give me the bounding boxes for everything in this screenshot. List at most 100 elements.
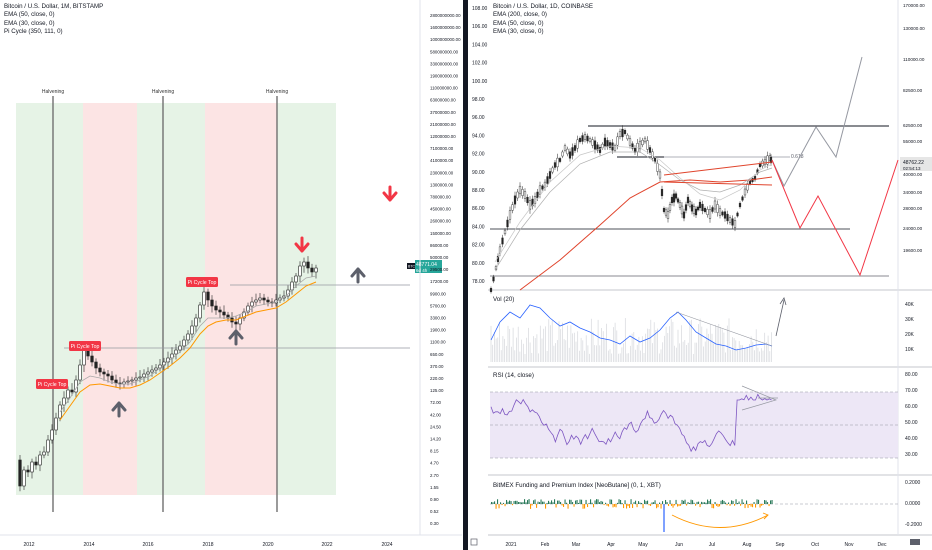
funding-bar	[767, 502, 769, 504]
y-tick-label: 9900.00	[430, 291, 446, 296]
funding-bar	[645, 501, 647, 504]
funding-bar	[738, 501, 740, 504]
y-tick-label: 86000.00	[430, 243, 449, 248]
pi-cycle-top-label	[186, 277, 218, 287]
funding-bar	[597, 499, 599, 504]
funding-bar	[714, 502, 716, 504]
funding-bar	[635, 500, 637, 504]
candle-body	[628, 138, 632, 146]
candle-body	[533, 196, 537, 204]
left-legend-symbol[interactable]: Bitcoin / U.S. Dollar, 1M, BITSTAMP	[4, 3, 104, 10]
funding-bar	[648, 504, 650, 506]
candle-body	[716, 204, 719, 213]
candle-body	[701, 203, 704, 212]
funding-bar	[605, 502, 607, 504]
candle-body	[741, 196, 744, 201]
y-tick-label: 0.30	[430, 521, 439, 526]
candle-body	[250, 301, 254, 307]
candle-body	[154, 367, 158, 371]
x-tick-label: Nov	[845, 542, 854, 548]
funding-bar	[497, 499, 499, 504]
funding-bar	[753, 502, 755, 504]
candle-body	[674, 193, 678, 199]
left-legend-ema50[interactable]: EMA (50, close, 0)	[4, 11, 55, 19]
ema-30-line	[59, 275, 317, 413]
funding-bar	[764, 500, 766, 504]
candle-body	[694, 208, 698, 216]
candle-body	[643, 137, 647, 143]
candle-body	[753, 175, 757, 181]
funding-bar	[567, 504, 569, 509]
candle-body	[242, 311, 246, 319]
funding-bar	[711, 504, 713, 509]
candle-body	[678, 202, 682, 208]
funding-bar	[510, 501, 512, 504]
funding-bar	[491, 501, 493, 504]
candle-body	[198, 304, 202, 319]
pi-cycle-top-text: Pi Cycle Top	[38, 382, 67, 388]
funding-pane-title[interactable]: BitMEX Funding and Premium Index [NeoBut…	[493, 482, 661, 489]
funding-bar	[668, 504, 670, 507]
y-tick-label: 14.20	[430, 437, 442, 442]
candle-body	[50, 429, 54, 441]
volume-trend-line	[675, 311, 773, 347]
x-tick-label: Mar	[572, 542, 581, 548]
gear-icon[interactable]	[910, 539, 920, 545]
scroll-icon[interactable]	[470, 538, 478, 546]
candle-body	[763, 158, 767, 166]
funding-bar	[522, 502, 524, 504]
candle-body	[573, 145, 577, 151]
candle-body	[66, 389, 70, 399]
funding-bar	[744, 504, 746, 509]
y-tick-label: 29500.00	[430, 267, 449, 272]
funding-bar	[717, 504, 719, 507]
funding-bar	[593, 504, 595, 508]
rsi-line	[490, 393, 772, 453]
candle-body	[78, 364, 82, 381]
y-tick-label: 37000000.00	[430, 110, 456, 115]
funding-bar	[761, 504, 763, 506]
y-tick-label: 2300000.00	[430, 170, 454, 175]
halving-zone-green	[137, 103, 205, 495]
halving-label: Halvening	[152, 89, 174, 95]
funding-bar	[537, 501, 539, 504]
pi-cycle-top-text: Pi Cycle Top	[71, 344, 100, 350]
rsi-pane-title[interactable]: RSI (14, close)	[493, 372, 534, 379]
left-legend-picycle[interactable]: Pi Cycle (350, 111, 0)	[4, 27, 63, 35]
funding-bar	[600, 500, 602, 504]
right-legend-symbol[interactable]: Bitcoin / U.S. Dollar, 1D, COINBASE	[493, 3, 594, 10]
funding-bar	[768, 504, 770, 507]
funding-bar	[710, 499, 712, 504]
candle-body	[541, 185, 544, 190]
candle-body	[489, 288, 493, 292]
candle-body	[568, 151, 572, 159]
price-tick-left: 102.00	[472, 61, 488, 67]
funding-bar	[671, 504, 673, 506]
funding-bar	[678, 504, 680, 507]
candle-body	[638, 140, 642, 150]
funding-bar	[602, 501, 604, 504]
right-legend-ema200[interactable]: EMA (200, close, 0)	[493, 11, 547, 19]
x-tick-label: Jun	[675, 542, 683, 548]
candle-body	[598, 147, 602, 153]
candle-body	[703, 208, 707, 212]
y-tick-label: 370.00	[430, 364, 444, 369]
funding-bar	[575, 500, 577, 504]
candle-body	[102, 371, 106, 375]
vol-pane-title[interactable]: Vol (20)	[493, 296, 515, 303]
funding-tick: 0.2000	[905, 480, 921, 486]
right-legend-ema30[interactable]: EMA (30, close, 0)	[493, 27, 544, 35]
right-legend-ema50[interactable]: EMA (50, close, 0)	[493, 19, 544, 27]
funding-bar	[516, 500, 518, 504]
funding-bar	[551, 500, 553, 504]
rsi-tick: 70.00	[905, 388, 918, 394]
candle-body	[194, 317, 198, 327]
candle-body	[142, 373, 146, 378]
left-legend-ema30[interactable]: EMA (30, close, 0)	[4, 19, 55, 27]
funding-bar	[548, 500, 550, 504]
y-tick-label: 21000000.00	[430, 122, 456, 127]
funding-bar	[594, 500, 596, 504]
y-tick-label: 50000.00	[430, 255, 449, 260]
